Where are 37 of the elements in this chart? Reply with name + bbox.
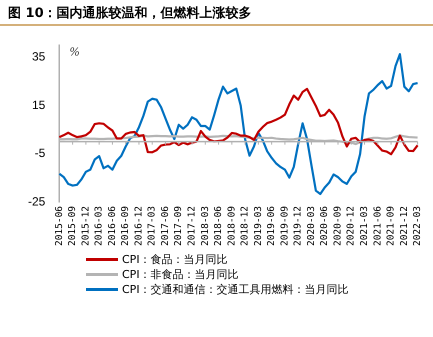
x-tick-label: 2015-06 — [54, 206, 65, 246]
x-tick-label: 2021-06 — [372, 206, 384, 246]
legend-label: CPI：非食品：当月同比 — [122, 267, 239, 282]
x-tick-label: 2016-06 — [106, 206, 118, 246]
x-tick-label: 2018-03 — [200, 206, 211, 246]
x-tick-label: 2021-12 — [398, 206, 410, 246]
x-tick-label: 2017-09 — [173, 206, 184, 246]
y-tick-label: 15 — [32, 98, 46, 112]
legend-label: CPI：食品：当月同比 — [122, 252, 228, 267]
x-tick-label: 2018-12 — [240, 206, 251, 246]
x-tick-label: 2017-06 — [160, 206, 171, 246]
x-tick-label: 2020-12 — [346, 206, 357, 246]
x-tick-label: 2019-03 — [252, 206, 264, 246]
legend-label: CPI：交通和通信：交通工具用燃料：当月同比 — [122, 282, 349, 297]
x-tick-label: 2020-09 — [332, 206, 344, 246]
x-tick-label: 2019-12 — [292, 206, 304, 246]
x-tick-label: 2016-12 — [133, 206, 144, 246]
x-tick-label: 2015-09 — [67, 206, 78, 246]
y-axis-title: % — [69, 46, 80, 59]
chart-title: 图 10：国内通胀较温和，但燃料上涨较多 — [8, 5, 252, 22]
y-tick-label: -25 — [28, 194, 46, 208]
x-tick-label: 2020-06 — [319, 206, 330, 246]
x-tick-label: 2019-09 — [279, 206, 290, 246]
x-tick-label: 2018-06 — [213, 206, 224, 246]
x-tick-label: 2021-03 — [358, 206, 370, 246]
y-tick-label: -5 — [34, 146, 46, 160]
x-tick-label: 2022-03 — [412, 206, 424, 246]
x-tick-label: 2021-09 — [386, 206, 397, 246]
x-tick-label: 2017-03 — [146, 206, 158, 246]
x-tick-label: 2017-12 — [186, 206, 198, 246]
x-tick-label: 2016-09 — [120, 206, 132, 246]
x-tick-label: 2020-03 — [306, 206, 317, 246]
x-tick-label: 2016-03 — [94, 206, 105, 246]
x-tick-label: 2015-12 — [80, 206, 92, 246]
x-tick-label: 2018-09 — [226, 206, 238, 246]
y-tick-label: 35 — [32, 50, 46, 64]
x-tick-label: 2019-06 — [266, 206, 278, 246]
